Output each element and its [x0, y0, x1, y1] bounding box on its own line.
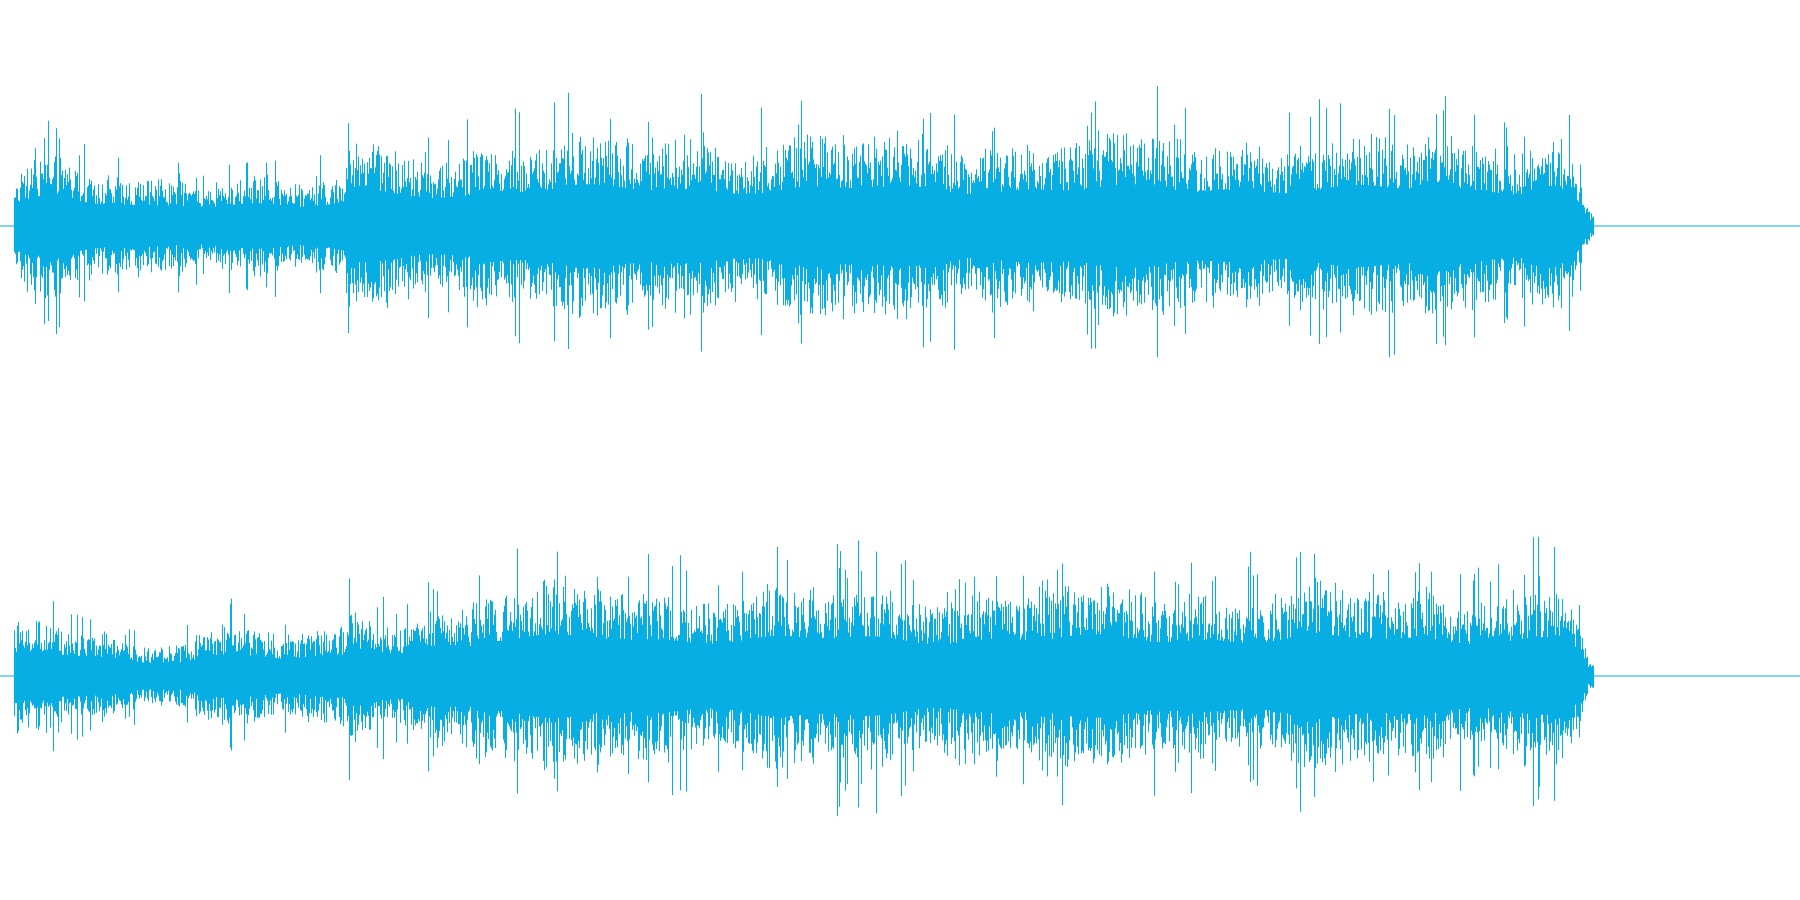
- waveform-body: [13, 184, 1595, 268]
- waveform-body: [13, 634, 1595, 718]
- waveform-channel-1: [0, 86, 1800, 358]
- waveform-channel-2: [0, 536, 1800, 817]
